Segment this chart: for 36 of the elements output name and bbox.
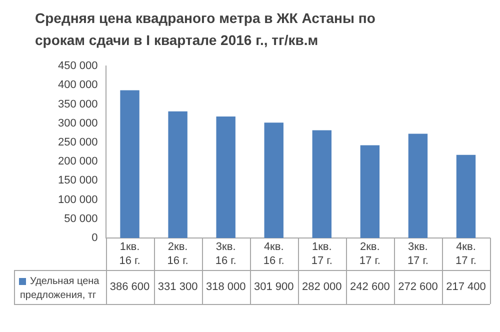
y-tick-label: 300 000: [58, 117, 98, 130]
data-label: 217 400: [446, 281, 486, 294]
x-tick-label: 3кв. 17 г.: [407, 241, 428, 268]
legend-label: Удельная цена предложения, тг: [20, 276, 100, 301]
bar: [408, 134, 428, 238]
bar: [360, 145, 380, 238]
data-label: 318 000: [206, 281, 246, 294]
y-tick-label: 350 000: [58, 98, 98, 110]
data-label: 386 600: [110, 281, 150, 294]
bar: [456, 154, 476, 238]
x-tick-label: 1кв. 16 г.: [119, 241, 140, 268]
y-tick-label: 400 000: [58, 79, 98, 92]
y-tick-label: 100 000: [58, 194, 98, 206]
bar: [216, 116, 236, 238]
data-label: 331 300: [158, 281, 198, 294]
y-tick-label: 250 000: [58, 136, 98, 148]
x-tick-label: 3кв. 16 г.: [215, 241, 236, 268]
data-label: 282 000: [302, 281, 342, 294]
y-tick-label: 50 000: [64, 212, 98, 225]
y-tick-label: 200 000: [58, 156, 98, 168]
data-label: 301 900: [254, 281, 294, 294]
bar: [264, 122, 284, 238]
data-label: 272 600: [398, 281, 438, 294]
x-tick-label: 2кв. 16 г.: [167, 241, 188, 268]
bar: [168, 111, 188, 238]
bar: [312, 130, 332, 238]
bar: [120, 90, 140, 238]
y-tick-label: 450 000: [58, 60, 98, 72]
y-tick-label: 0: [92, 232, 98, 244]
x-tick-label: 1кв. 17 г.: [311, 241, 332, 268]
x-tick-label: 4кв. 16 г.: [263, 241, 284, 268]
x-tick-label: 4кв. 17 г.: [455, 241, 476, 268]
x-tick-label: 2кв. 17 г.: [359, 241, 380, 268]
y-tick-label: 150 000: [58, 174, 98, 187]
chart-title: Средняя цена квадраного метра в ЖК Астаны по срокам сдачи в I квартале 2016 г., тг/кв.м: [35, 10, 376, 48]
data-label: 242 600: [350, 281, 390, 294]
